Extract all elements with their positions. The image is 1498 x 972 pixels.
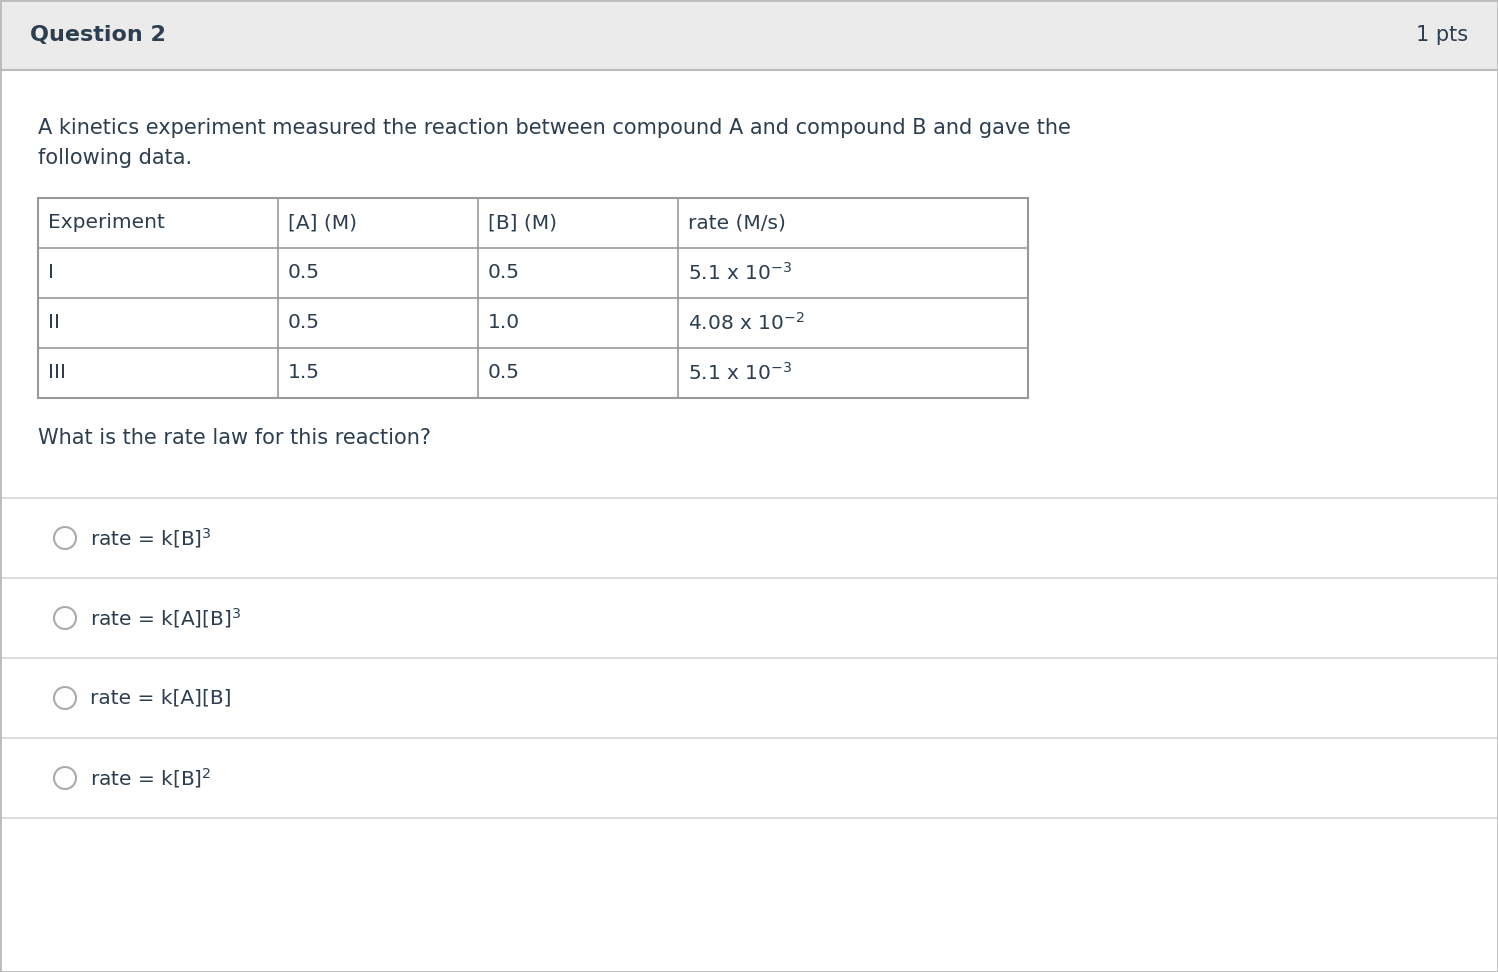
- Text: rate = k[A][B]$^{3}$: rate = k[A][B]$^{3}$: [90, 607, 241, 630]
- Text: [A] (M): [A] (M): [288, 214, 357, 232]
- Text: following data.: following data.: [37, 148, 192, 168]
- Text: rate = k[B]$^{2}$: rate = k[B]$^{2}$: [90, 766, 211, 790]
- Text: 5.1 x 10$^{-3}$: 5.1 x 10$^{-3}$: [688, 362, 792, 384]
- Text: 0.5: 0.5: [288, 314, 321, 332]
- Text: 0.5: 0.5: [488, 263, 520, 283]
- Text: III: III: [48, 364, 66, 383]
- Text: 1.0: 1.0: [488, 314, 520, 332]
- Bar: [37, 198, 1028, 398]
- Text: 1 pts: 1 pts: [1416, 25, 1468, 45]
- Text: [B] (M): [B] (M): [488, 214, 557, 232]
- Text: rate (M/s): rate (M/s): [688, 214, 786, 232]
- Text: rate = k[B]$^{3}$: rate = k[B]$^{3}$: [90, 526, 211, 550]
- Text: 0.5: 0.5: [488, 364, 520, 383]
- Text: I: I: [48, 263, 54, 283]
- Text: Question 2: Question 2: [30, 25, 166, 45]
- Text: A kinetics experiment measured the reaction between compound A and compound B an: A kinetics experiment measured the react…: [37, 118, 1071, 138]
- Text: 5.1 x 10$^{-3}$: 5.1 x 10$^{-3}$: [688, 262, 792, 284]
- Text: rate = k[A][B]: rate = k[A][B]: [90, 688, 232, 708]
- Text: 0.5: 0.5: [288, 263, 321, 283]
- Bar: [0, 0, 1498, 70]
- Text: 1.5: 1.5: [288, 364, 321, 383]
- Text: II: II: [48, 314, 60, 332]
- Text: 4.08 x 10$^{-2}$: 4.08 x 10$^{-2}$: [688, 312, 804, 334]
- Text: Experiment: Experiment: [48, 214, 165, 232]
- Text: What is the rate law for this reaction?: What is the rate law for this reaction?: [37, 428, 431, 448]
